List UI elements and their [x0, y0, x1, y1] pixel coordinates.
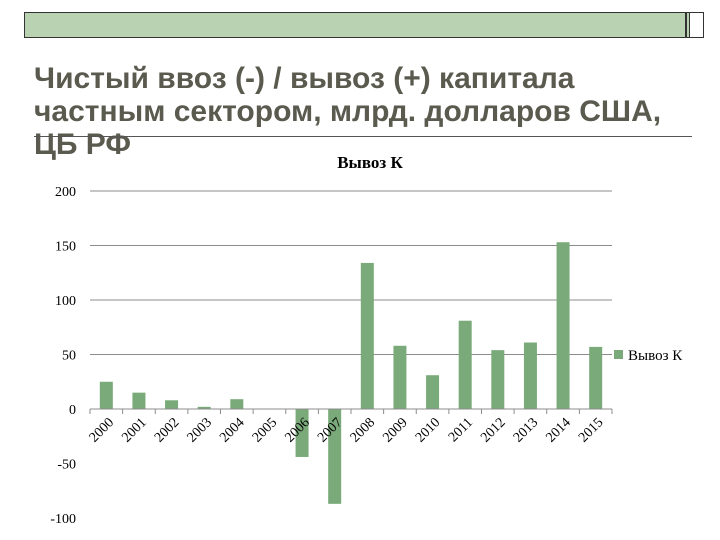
- bar-2011: [458, 320, 472, 409]
- bar-2010: [426, 375, 440, 409]
- y-tick-label: 150: [55, 240, 76, 255]
- bar-2003: [197, 406, 211, 409]
- x-tick-label: 2010: [413, 415, 443, 445]
- x-tick-label: 2004: [217, 415, 247, 445]
- bar-2014: [556, 242, 570, 409]
- x-tick-label: 2005: [250, 415, 280, 445]
- title-rule: [34, 136, 692, 137]
- bar-2009: [393, 345, 407, 409]
- bar-2004: [230, 399, 244, 409]
- x-tick-label: 2001: [119, 415, 149, 445]
- x-axis-ticks: 2000 2001 2002 2003 2004 2005 2006 2007 2008 2009…: [87, 415, 607, 445]
- x-tick-label: 2003: [185, 415, 215, 445]
- x-axis: [89, 408, 613, 414]
- bar-2012: [491, 350, 505, 409]
- y-tick-label: 0: [69, 403, 76, 418]
- gridlines: [90, 190, 612, 355]
- header-bar: [24, 12, 704, 38]
- x-tick-label: 2011: [446, 415, 476, 445]
- bar-2006: [295, 409, 309, 457]
- x-tick-label: 2002: [152, 415, 182, 445]
- x-tick-label: 2000: [87, 415, 117, 445]
- bar-2015: [589, 346, 603, 409]
- header-separator: [685, 13, 687, 37]
- legend-label: Вывоз К: [628, 348, 683, 364]
- y-tick-label: 200: [55, 185, 76, 200]
- x-tick-label: 2009: [380, 415, 410, 445]
- y-tick-label: 50: [62, 349, 76, 364]
- y-tick-label: -100: [50, 512, 76, 527]
- bar-2001: [132, 392, 146, 409]
- bar-2007: [328, 409, 342, 504]
- x-tick-label: 2008: [348, 415, 378, 445]
- x-tick-label: 2014: [543, 415, 573, 445]
- legend-swatch: [614, 350, 623, 359]
- y-tick-label: 100: [55, 294, 76, 309]
- bar-2002: [165, 400, 179, 409]
- bar-2008: [360, 262, 374, 409]
- bar-2013: [523, 342, 537, 409]
- x-tick-label: 2013: [511, 415, 541, 445]
- bars: [99, 242, 603, 504]
- legend: Вывоз К: [614, 348, 683, 364]
- x-tick-label: 2012: [478, 415, 508, 445]
- y-axis-ticks: -100 -50 0 50 100 150 200: [50, 185, 76, 527]
- x-tick-label: 2015: [576, 415, 606, 445]
- bar-2000: [99, 381, 113, 409]
- header-box: [689, 13, 703, 37]
- y-tick-label: -50: [57, 458, 76, 473]
- slide-title: Чистый ввоз (-) / вывоз (+) капитала час…: [34, 62, 662, 161]
- chart-title: Вывоз К: [337, 153, 403, 172]
